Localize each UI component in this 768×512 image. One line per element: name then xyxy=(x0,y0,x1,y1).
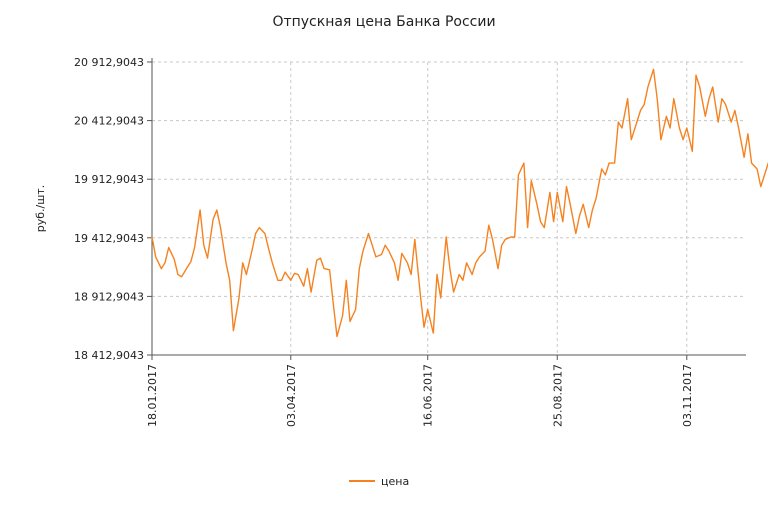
x-tick-label: 16.06.2017 xyxy=(422,364,435,427)
x-tick-label: 03.11.2017 xyxy=(681,364,694,427)
y-tick-label: 18 912,9043 xyxy=(74,290,144,303)
x-tick-label: 25.08.2017 xyxy=(551,364,564,427)
y-tick-label: 19 412,9043 xyxy=(74,232,144,245)
x-tick-label: 03.04.2017 xyxy=(285,364,298,427)
y-tick-label: 19 912,9043 xyxy=(74,173,144,186)
legend[interactable]: цена xyxy=(349,472,409,490)
legend-label: цена xyxy=(381,474,410,488)
y-tick-label: 20 412,9043 xyxy=(74,115,144,128)
y-axis-label: руб./шт. xyxy=(34,185,47,232)
legend-swatch xyxy=(349,480,375,482)
chart-title: Отпускная цена Банка России xyxy=(272,14,496,30)
y-tick-label: 18 412,9043 xyxy=(74,349,144,362)
x-tick-label: 18.01.2017 xyxy=(146,364,159,427)
series-line-0 xyxy=(151,68,768,338)
y-tick-label: 20 912,9043 xyxy=(74,56,144,69)
